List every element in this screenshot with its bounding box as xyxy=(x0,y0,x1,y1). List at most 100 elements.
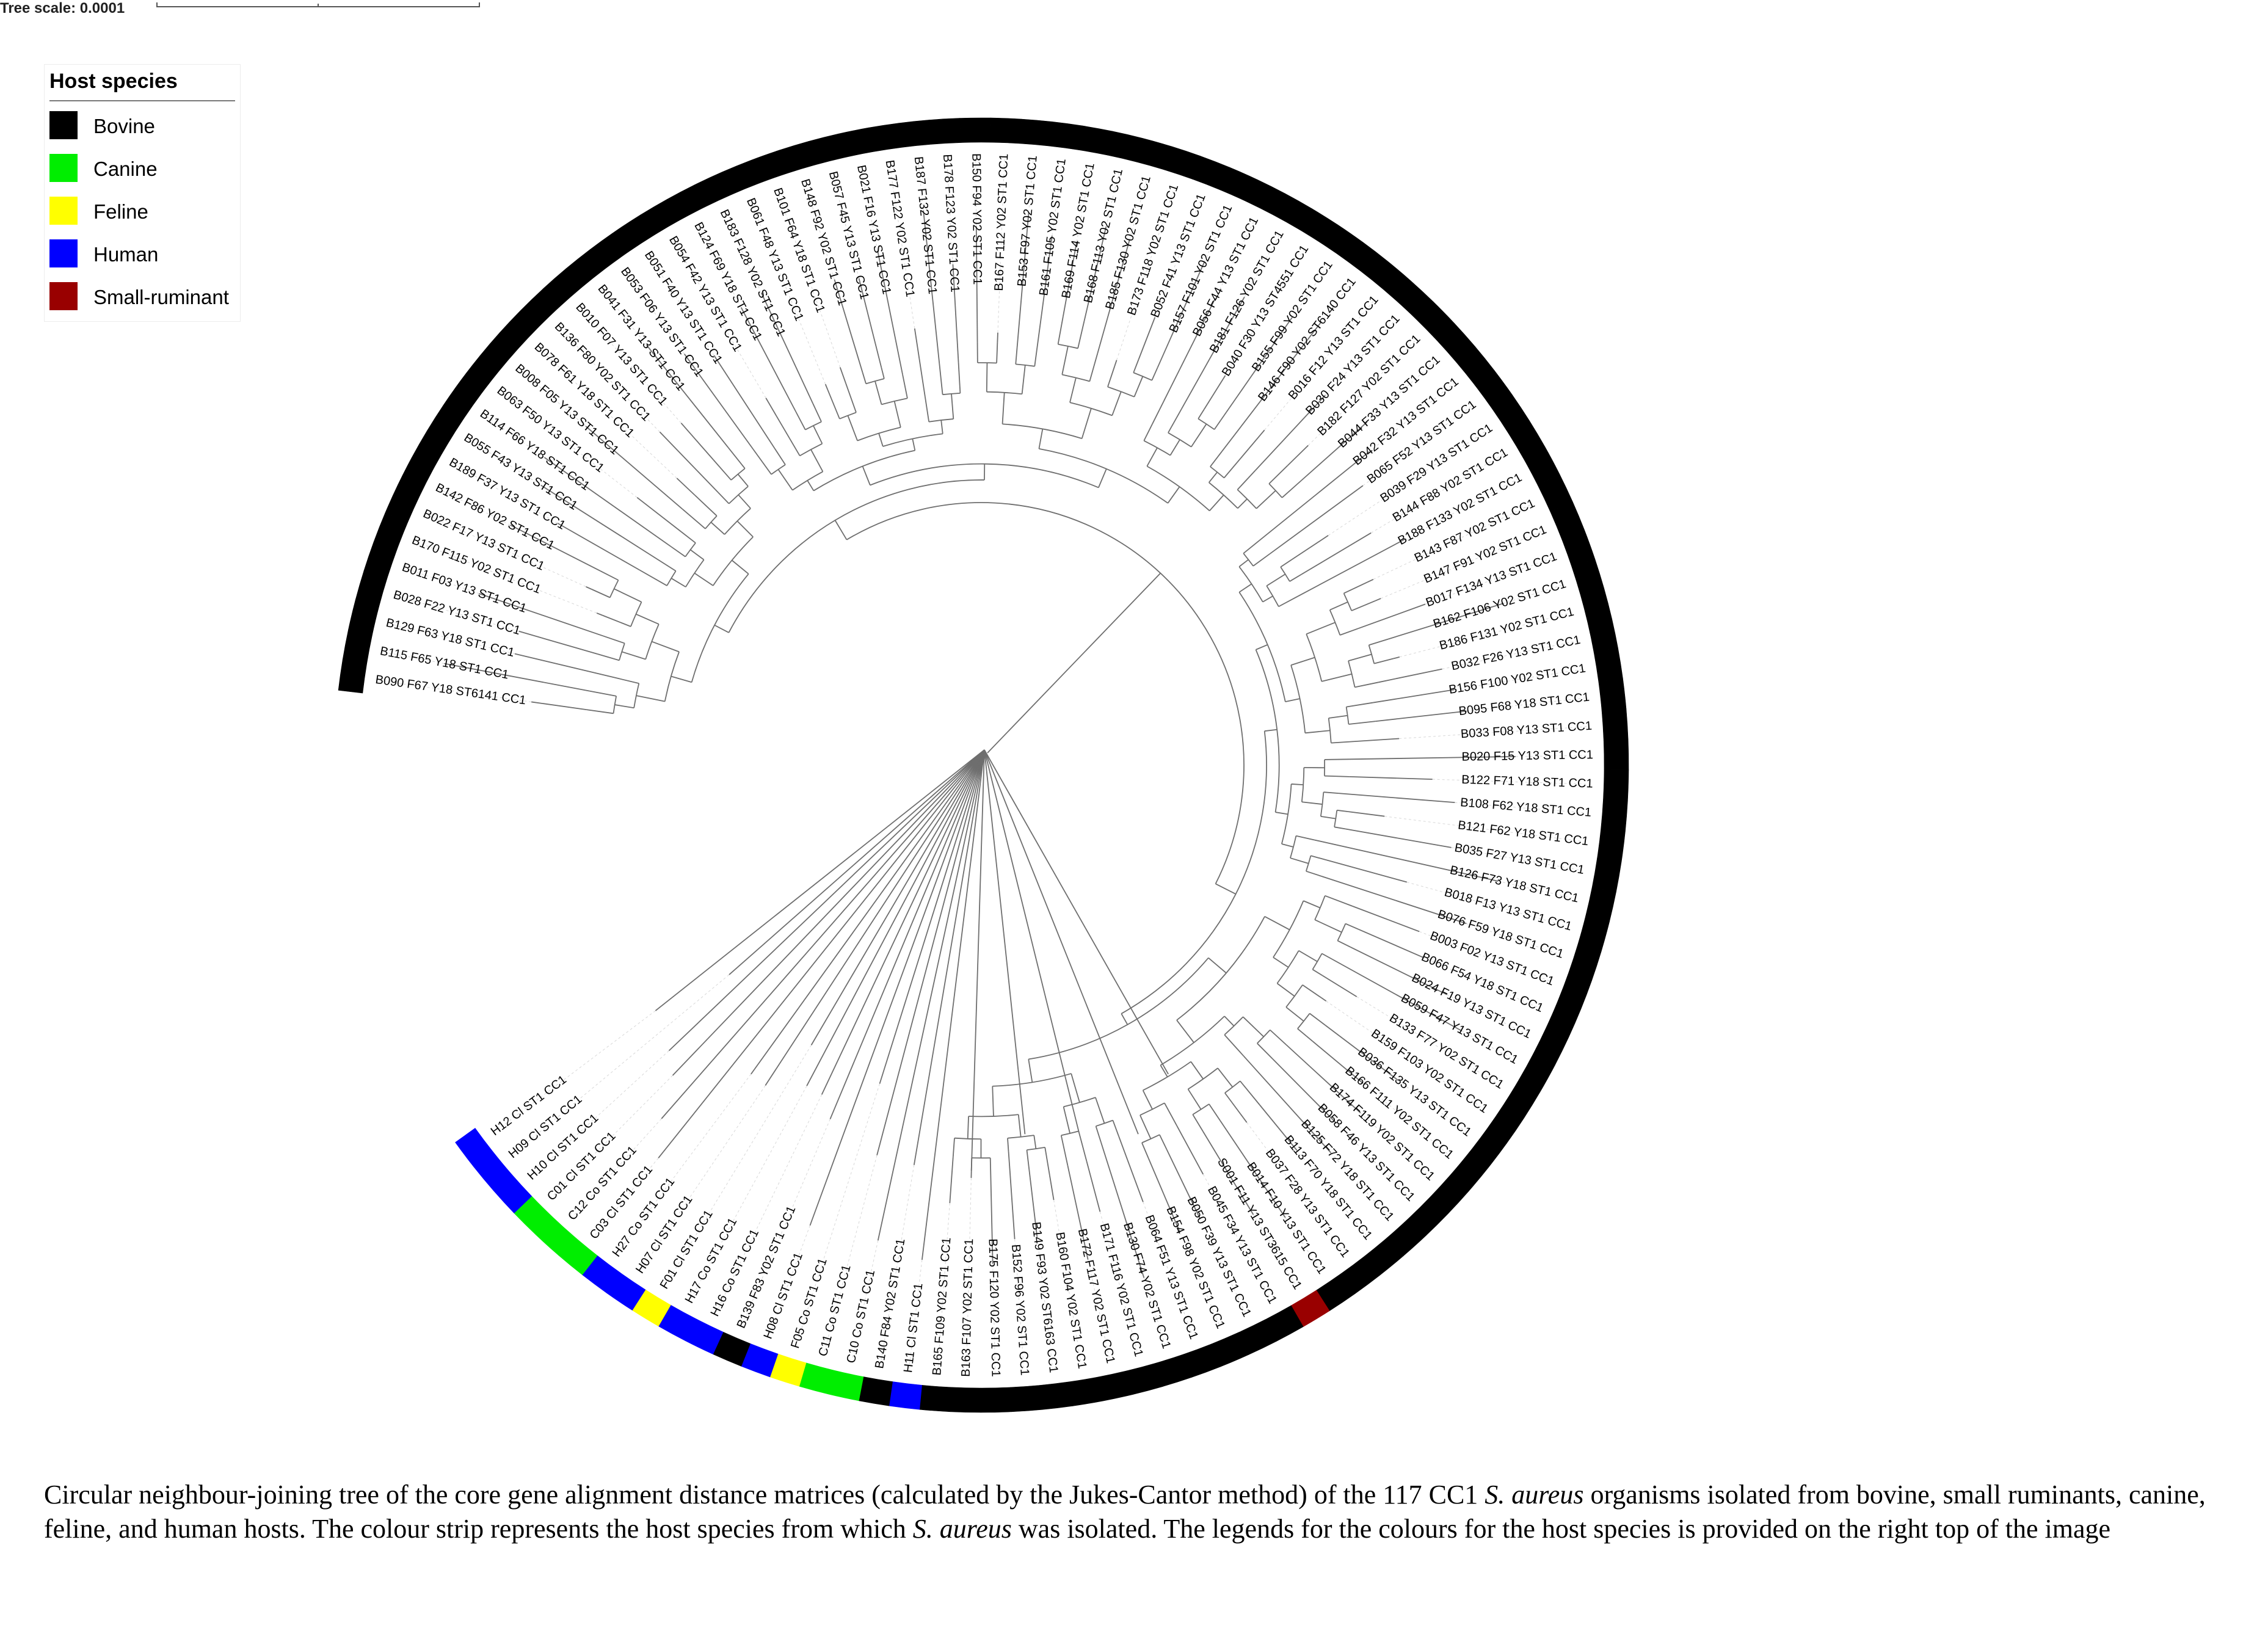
branch xyxy=(1191,423,1207,448)
branch xyxy=(580,308,681,424)
branch xyxy=(444,663,590,692)
branch xyxy=(1326,859,1408,883)
branch xyxy=(714,624,729,633)
leaf-label: C01 Cl ST1 CC1 xyxy=(545,1129,619,1203)
branch xyxy=(1097,239,1130,354)
legend-swatch-bovine xyxy=(49,111,78,139)
leaf-label: B108 F62 Y18 ST1 CC1 xyxy=(1459,796,1591,820)
branch xyxy=(609,580,619,598)
branch xyxy=(1285,1217,1321,1270)
branch xyxy=(1237,470,1256,490)
branch xyxy=(1095,1097,1105,1124)
branch xyxy=(947,158,953,264)
branch xyxy=(1112,1120,1119,1136)
branch xyxy=(1285,984,1303,1008)
branch xyxy=(1503,585,1562,604)
branch xyxy=(777,469,793,491)
branch xyxy=(1340,628,1359,636)
branch xyxy=(1179,1232,1219,1325)
branch xyxy=(1325,319,1395,396)
caption-text-3: was isolated. The legends for the colour… xyxy=(1011,1514,2111,1544)
branch xyxy=(673,241,766,399)
branch xyxy=(1345,707,1350,725)
branch xyxy=(1406,882,1568,927)
branch xyxy=(671,578,686,587)
branch xyxy=(1168,409,1182,434)
branch xyxy=(729,485,749,504)
branch xyxy=(1069,377,1077,403)
branch xyxy=(1146,447,1158,467)
branch xyxy=(1181,296,1245,410)
branch xyxy=(1198,409,1205,420)
branch xyxy=(440,489,511,526)
branch xyxy=(1133,376,1144,398)
branch xyxy=(1069,402,1113,416)
branch xyxy=(636,613,660,625)
branch xyxy=(989,1158,992,1172)
branch xyxy=(1053,1199,1081,1365)
branch xyxy=(1086,1161,1101,1212)
leaf-label: H12 Cl ST1 CC1 xyxy=(489,1073,569,1138)
branch xyxy=(880,1165,915,1365)
branch xyxy=(1345,923,1359,930)
branch xyxy=(1378,668,1442,683)
branch xyxy=(1351,600,1376,611)
branch xyxy=(760,292,813,404)
branch xyxy=(929,418,954,423)
strip-segment xyxy=(929,118,961,145)
branch xyxy=(1237,489,1257,509)
branch xyxy=(1346,702,1373,708)
strip-segment xyxy=(859,1376,893,1406)
branch xyxy=(1029,1177,1038,1237)
branch xyxy=(1451,847,1580,871)
branch xyxy=(1320,815,1336,820)
branch xyxy=(636,695,666,702)
branch xyxy=(1220,317,1293,421)
branch xyxy=(1154,198,1202,318)
branch xyxy=(1398,1080,1466,1132)
branch xyxy=(1369,383,1455,452)
branch xyxy=(839,367,846,383)
branch xyxy=(1301,801,1323,805)
branch xyxy=(1062,374,1090,382)
branch xyxy=(942,392,961,396)
branch xyxy=(1432,779,1589,785)
branch xyxy=(939,363,943,395)
branch xyxy=(659,431,719,493)
branch xyxy=(1339,793,1455,804)
leaf-label: B167 F112 Y02 ST1 CC1 xyxy=(992,153,1011,291)
branch xyxy=(1067,1165,1089,1260)
branch xyxy=(1095,1125,1102,1143)
branch xyxy=(1121,731,1267,1014)
branch xyxy=(1276,950,1299,984)
branch xyxy=(1275,812,1288,815)
branch xyxy=(877,250,903,375)
branch xyxy=(1255,394,1326,471)
branch xyxy=(1224,1092,1244,1118)
branch xyxy=(1375,710,1467,722)
branch xyxy=(992,1086,994,1117)
figure-caption: Circular neighbour-joining tree of the c… xyxy=(44,1478,2255,1546)
branch xyxy=(984,749,1080,1133)
branch xyxy=(912,438,916,451)
branch xyxy=(1287,445,1309,467)
branch xyxy=(1063,241,1078,317)
branch xyxy=(990,1171,994,1264)
branch xyxy=(1167,486,1180,504)
branch xyxy=(954,1137,981,1140)
branch xyxy=(1243,540,1260,554)
strip-segment xyxy=(1601,799,1628,832)
leaf-label: B187 F132 Y02 ST1 CC1 xyxy=(912,156,939,294)
branch xyxy=(1337,940,1351,948)
branch xyxy=(1296,1150,1367,1235)
tree-scale-label: Tree scale: 0.0001 xyxy=(0,0,125,16)
strip-segment xyxy=(828,1370,864,1401)
branch xyxy=(1328,714,1348,719)
branch xyxy=(1290,656,1315,666)
leaf-label: B121 F62 Y18 ST1 CC1 xyxy=(1457,818,1589,848)
branch xyxy=(1312,1041,1364,1084)
leaf-label: B033 F08 Y13 ST1 CC1 xyxy=(1460,719,1592,741)
branch xyxy=(958,362,961,393)
branch xyxy=(997,332,998,343)
strip-segment xyxy=(1591,857,1622,893)
